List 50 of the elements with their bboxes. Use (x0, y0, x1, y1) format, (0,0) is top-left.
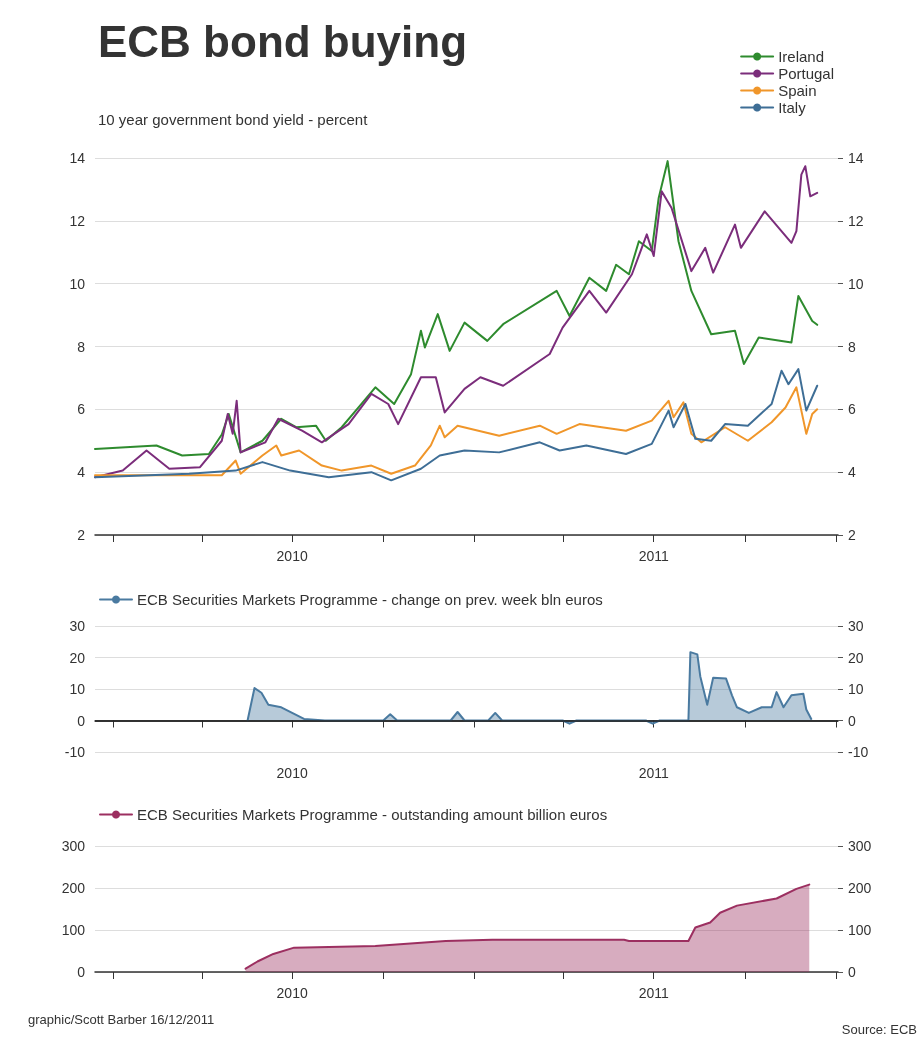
line-series (94, 386, 819, 477)
y2-tick-label: 8 (848, 338, 856, 355)
y2-tick-label: 0 (848, 712, 856, 729)
y-tick-label: -10 (64, 744, 86, 760)
y-tick-label: 2 (77, 527, 86, 543)
legend-label: ECB Securities Markets Programme - outstanding amount billion euros (137, 806, 608, 823)
y2-tick-label: 200 (848, 880, 872, 896)
legend-label: Spain (778, 82, 817, 99)
x-tick-label: 2011 (638, 985, 669, 1001)
y2-tick-label: 20 (848, 649, 864, 666)
y-tick-label: 14 (69, 150, 86, 166)
y2-tick-label: 6 (848, 401, 856, 418)
x-tick-label: 2010 (276, 985, 308, 1001)
y-tick-label: 12 (69, 212, 86, 229)
y2-tick-label: -10 (848, 744, 869, 760)
x-tick-label: 2011 (638, 548, 669, 564)
chart-subtitle: 10 year government bond yield - percent (98, 111, 369, 128)
y-tick-label: 10 (69, 275, 86, 292)
x-tick-label: 2010 (276, 765, 308, 781)
y-tick-label: 4 (77, 464, 86, 481)
x-tick-label: 2011 (638, 765, 669, 781)
y-tick-label: 0 (77, 964, 86, 980)
y-tick-label: 0 (77, 712, 86, 729)
y-tick-label: 10 (69, 681, 86, 697)
legend-label: ECB Securities Markets Programme - change on prev. week bln euros (137, 591, 603, 608)
y-tick-label: 100 (61, 922, 86, 938)
y2-tick-label: 12 (848, 212, 864, 229)
y-tick-label: 8 (77, 338, 86, 355)
x-tick-label: 2010 (276, 548, 308, 564)
y2-tick-label: 10 (848, 275, 864, 292)
y-tick-label: 300 (61, 838, 86, 854)
y-tick-label: 20 (69, 649, 86, 666)
chart-title: ECB bond buying (98, 16, 468, 66)
legend-label: Italy (778, 99, 807, 116)
legend-label: Ireland (778, 48, 825, 65)
y2-tick-label: 14 (848, 150, 864, 166)
y-tick-label: 30 (69, 618, 86, 634)
source-note: Source: ECB (841, 1022, 918, 1037)
y-tick-label: 6 (77, 401, 86, 418)
y2-tick-label: 4 (848, 464, 856, 481)
legend-label: Portugal (778, 65, 835, 82)
y2-tick-label: 300 (848, 838, 872, 854)
y2-tick-label: 10 (848, 681, 864, 697)
line-series (94, 368, 819, 482)
y2-tick-label: 30 (848, 618, 864, 634)
text: graphic/Scott Barber 16/12/2011 (28, 1012, 215, 1027)
y2-tick-label: 100 (848, 922, 872, 938)
y-tick-label: 200 (61, 880, 86, 896)
y2-tick-label: 0 (848, 964, 856, 980)
y2-tick-label: 2 (848, 527, 856, 543)
